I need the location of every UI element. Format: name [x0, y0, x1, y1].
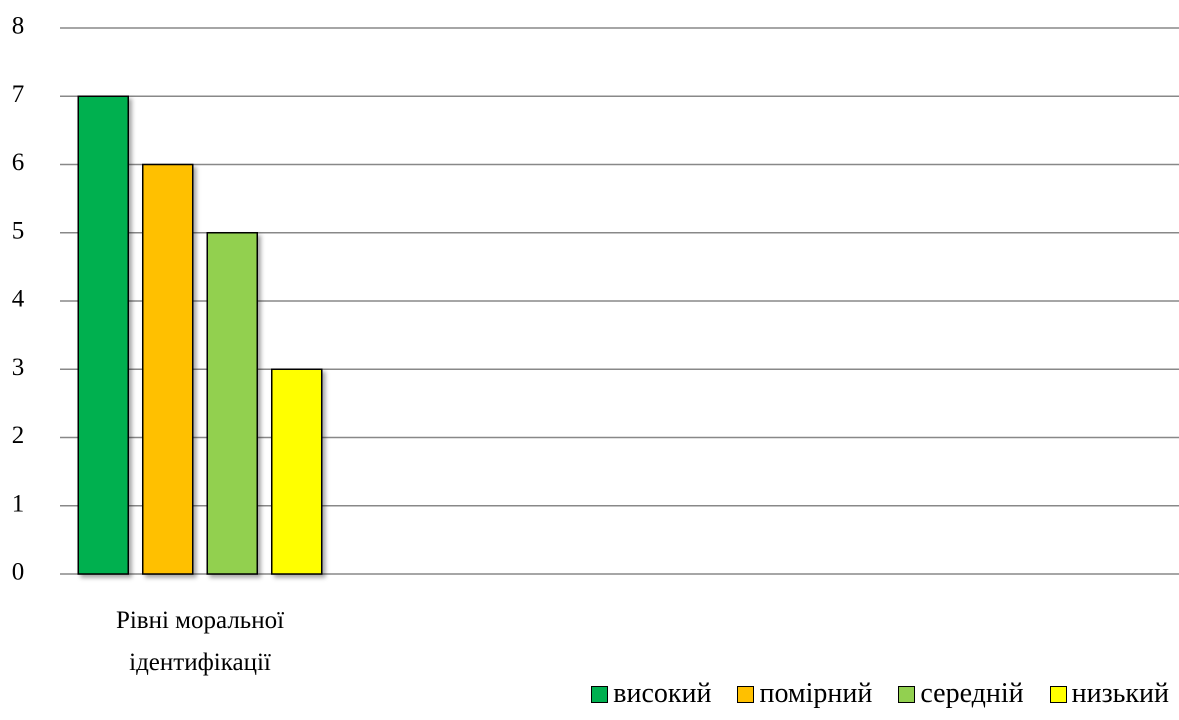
y-tick-label: 3 [12, 354, 25, 381]
legend-swatch [737, 685, 755, 703]
y-tick-label: 1 [12, 490, 25, 517]
legend-swatch [591, 685, 609, 703]
category-label: Рівні моральної ідентифікації [115, 607, 285, 676]
legend: високий помірний середній низький [591, 678, 1169, 710]
legend-item: низький [1049, 678, 1169, 710]
y-tick-label: 4 [12, 286, 25, 313]
y-tick-label: 0 [12, 559, 25, 586]
legend-item: середній [898, 678, 1024, 710]
legend-label: низький [1071, 678, 1169, 709]
bar [206, 232, 258, 575]
legend-label: високий [613, 678, 712, 709]
y-tick-label: 5 [12, 217, 25, 244]
bar [142, 163, 194, 575]
y-tick-label: 2 [12, 422, 25, 449]
legend-swatch [898, 685, 916, 703]
legend-item: помірний [737, 678, 872, 710]
legend-swatch [1049, 685, 1067, 703]
y-tick-label: 8 [12, 13, 25, 40]
legend-label: середній [920, 678, 1024, 709]
legend-item: високий [591, 678, 711, 710]
y-tick-label: 7 [12, 81, 25, 108]
bar [271, 368, 323, 575]
y-tick-label: 6 [12, 149, 25, 176]
legend-label: помірний [759, 678, 873, 709]
bar [77, 95, 129, 575]
